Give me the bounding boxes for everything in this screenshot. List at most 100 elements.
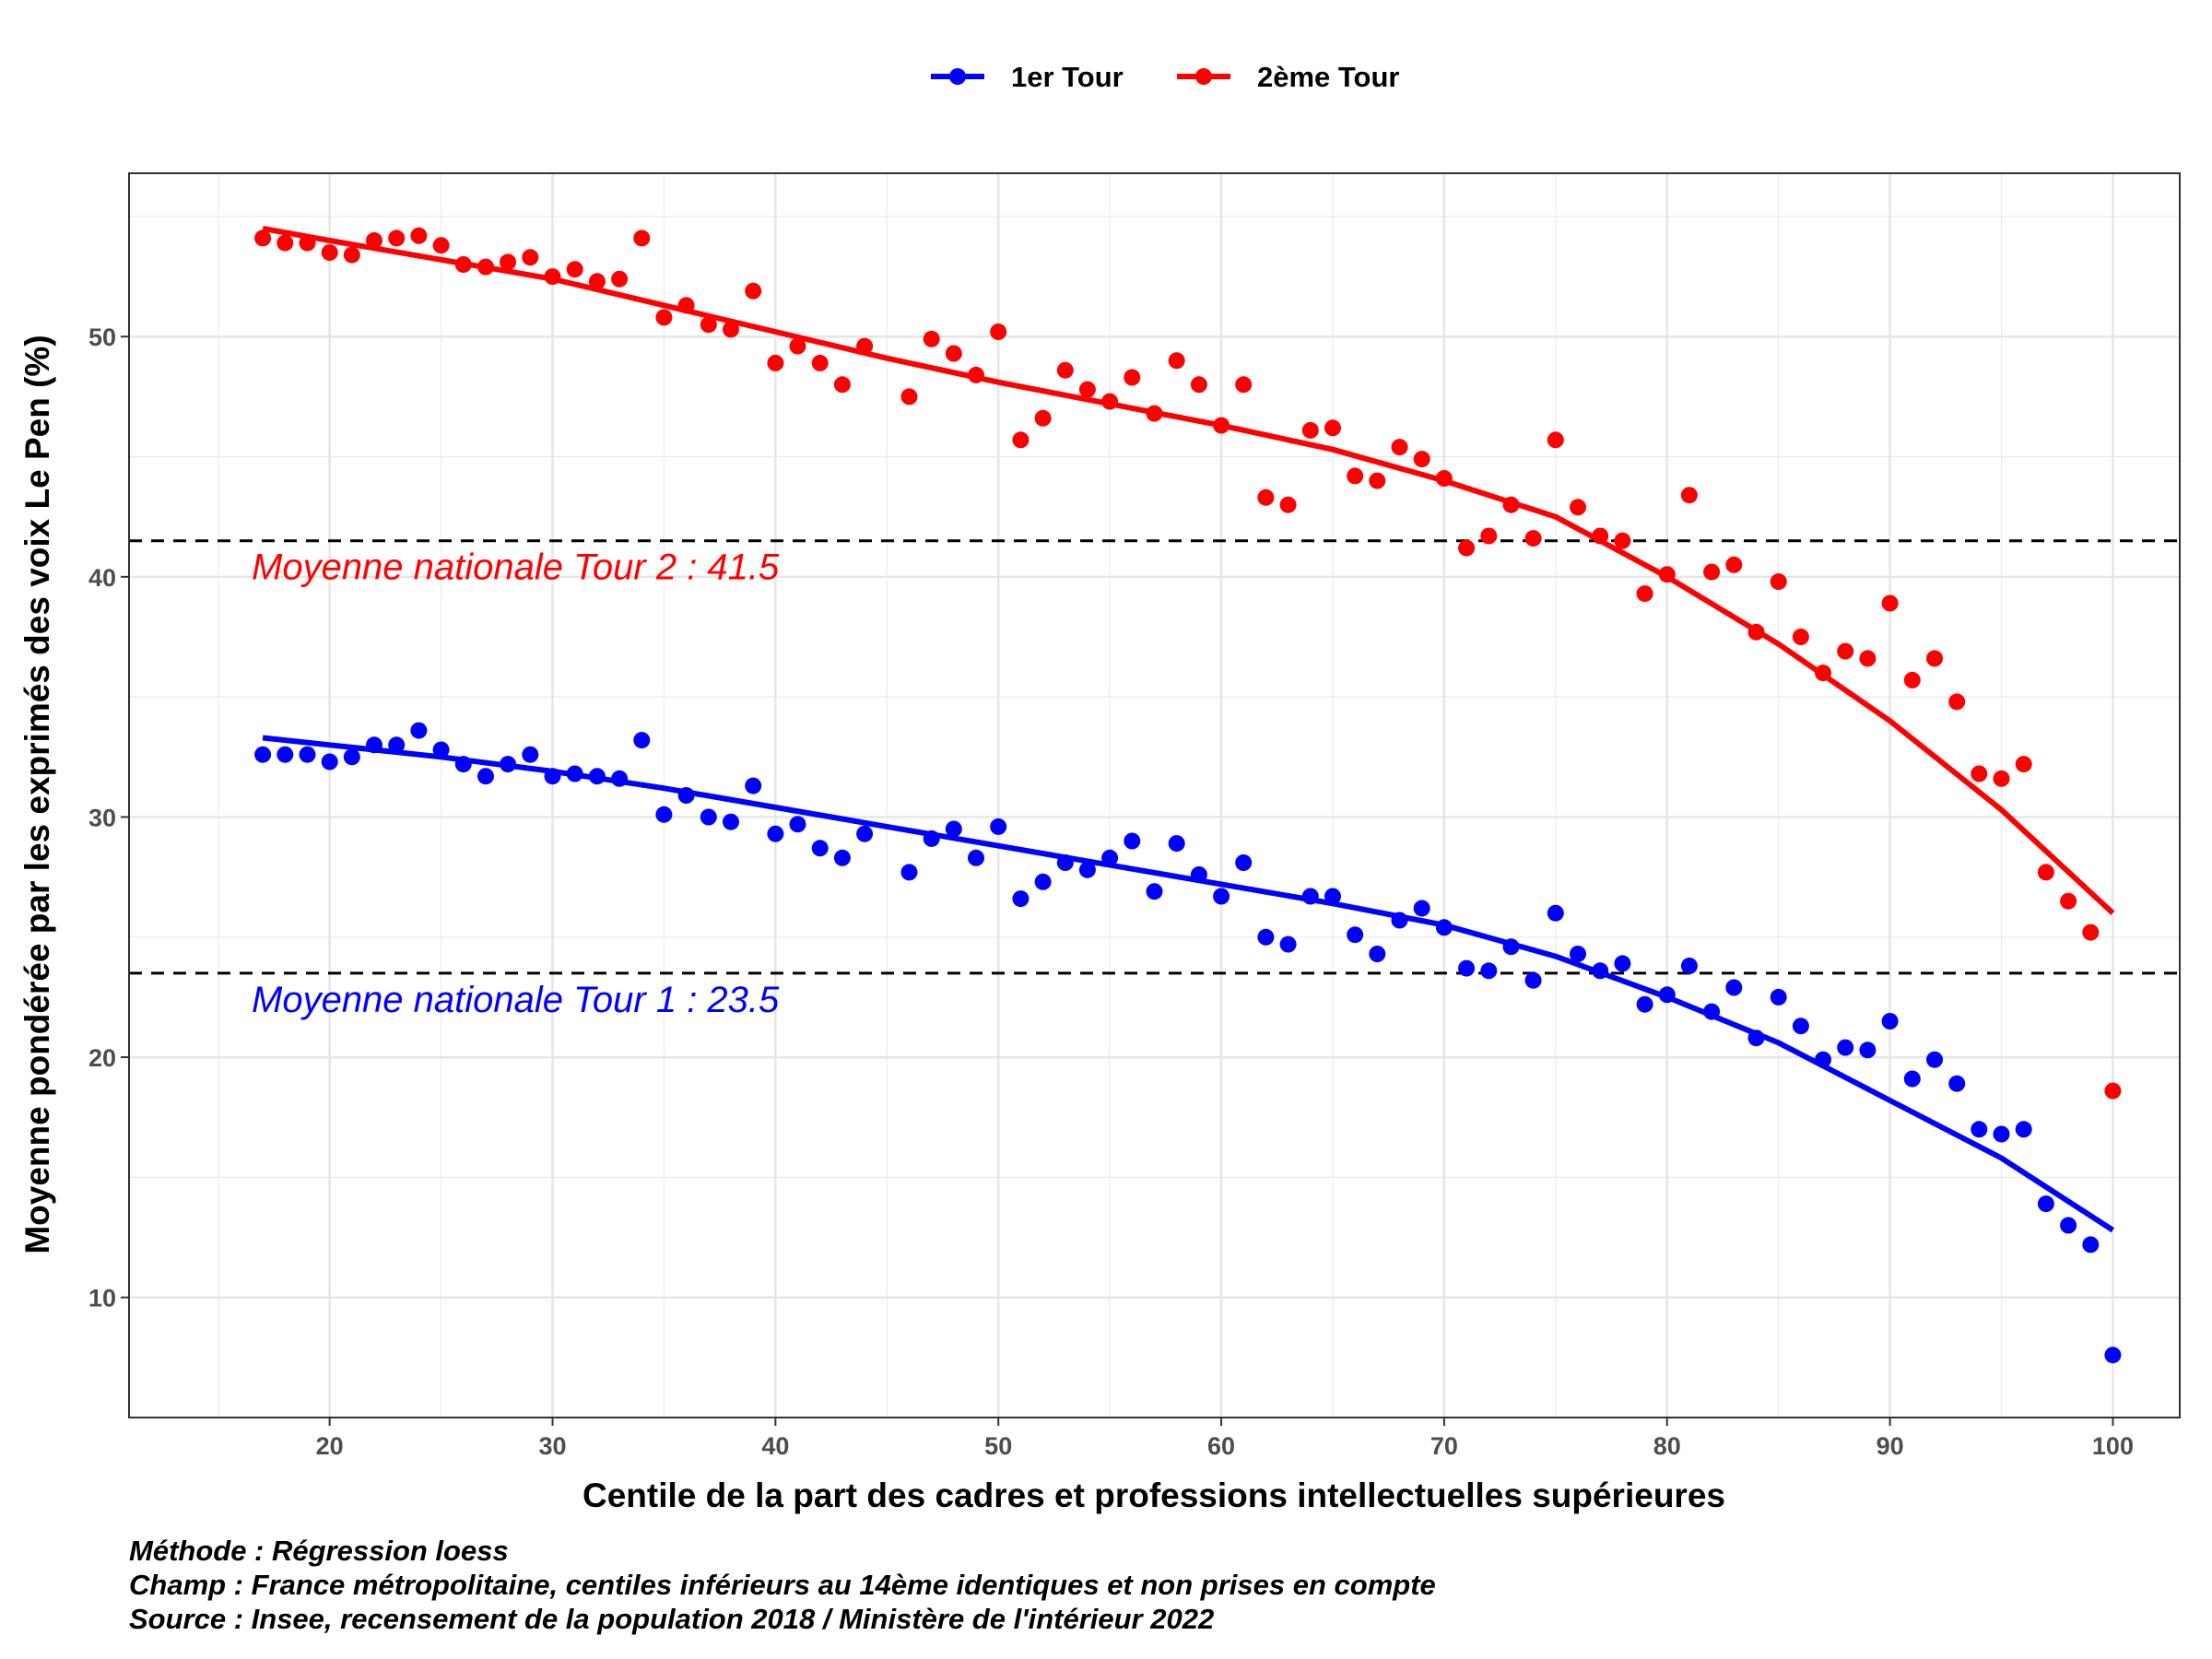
data-point	[254, 746, 272, 763]
data-point	[1034, 409, 1052, 427]
data-point	[1078, 381, 1096, 398]
loess-trend-lines	[262, 225, 2115, 1233]
data-point	[254, 229, 272, 247]
data-point	[1480, 527, 1498, 545]
data-point	[856, 825, 874, 842]
data-point	[1391, 912, 1408, 929]
data-point	[677, 787, 695, 804]
data-point	[1056, 361, 1074, 379]
data-point	[1235, 376, 1253, 394]
data-point	[276, 746, 294, 763]
data-point	[767, 825, 784, 842]
data-point	[1502, 496, 1520, 513]
data-point	[1034, 873, 1052, 890]
data-point	[1124, 369, 1141, 386]
data-point	[1614, 532, 1631, 549]
data-point	[2060, 892, 2077, 910]
data-point	[588, 273, 606, 290]
data-point	[789, 337, 806, 355]
national-average-label: Moyenne nationale Tour 1 : 23.5	[252, 980, 780, 1020]
data-point	[968, 849, 984, 866]
data-point	[1324, 419, 1341, 437]
data-point	[1747, 623, 1765, 641]
data-point	[990, 818, 1007, 835]
data-point	[1413, 900, 1430, 917]
data-point	[1770, 573, 1787, 591]
data-point	[1101, 849, 1119, 866]
data-point	[588, 768, 606, 785]
legend-key-point	[949, 68, 966, 85]
data-point	[1078, 861, 1096, 878]
data-point	[1770, 988, 1787, 1006]
data-point	[1524, 971, 1542, 989]
data-point	[1971, 765, 1988, 782]
data-point	[1101, 393, 1119, 410]
data-point	[522, 746, 539, 763]
data-point	[1301, 421, 1319, 439]
data-point	[1614, 955, 1631, 972]
data-point	[2082, 924, 2100, 941]
data-point	[1680, 487, 1698, 504]
data-point	[1324, 888, 1341, 905]
data-point	[745, 282, 762, 300]
data-point	[2104, 1082, 2122, 1100]
x-tick-label: 60	[1207, 1432, 1235, 1460]
y-tick-label: 40	[88, 564, 116, 592]
legend-key-point	[1195, 68, 1212, 85]
data-point	[1347, 926, 1364, 944]
data-point	[1926, 1051, 1943, 1068]
data-point	[1658, 986, 1676, 1004]
x-axis-ticks: 20 30 40 50 60 70 80 90 100	[316, 1418, 2134, 1460]
data-point	[923, 330, 940, 347]
data-point	[522, 249, 539, 266]
x-tick-label: 20	[316, 1432, 344, 1460]
data-point	[388, 736, 406, 754]
y-tick-label: 50	[88, 324, 116, 351]
data-point	[1257, 488, 1275, 506]
data-point	[1993, 1125, 2010, 1143]
data-point	[2104, 1347, 2122, 1364]
y-tick-label: 20	[88, 1044, 116, 1072]
caption-line: Méthode : Régression loess	[129, 1535, 509, 1567]
data-point	[1213, 417, 1230, 434]
y-axis-title: Moyenne pondérée par les exprimés des vo…	[18, 335, 56, 1253]
data-point	[745, 777, 762, 794]
data-point	[1547, 431, 1564, 449]
data-point	[432, 741, 450, 759]
data-point	[1881, 594, 1899, 612]
x-tick-label: 40	[761, 1432, 789, 1460]
data-point	[1680, 958, 1698, 974]
data-point	[900, 864, 918, 881]
data-point	[544, 768, 561, 785]
data-point	[1881, 1013, 1899, 1030]
data-point	[1859, 650, 1877, 667]
data-point	[343, 246, 360, 264]
data-point	[1658, 566, 1676, 583]
data-point	[945, 820, 962, 838]
data-point	[299, 234, 316, 252]
x-tick-label: 100	[2092, 1432, 2134, 1460]
data-point	[1570, 946, 1586, 962]
legend: 1er Tour 2ème Tour	[931, 61, 1399, 93]
data-point	[1168, 835, 1185, 853]
data-point	[276, 234, 294, 252]
data-point	[633, 732, 651, 749]
data-point	[1190, 866, 1207, 883]
data-point	[2015, 756, 2032, 773]
data-point	[454, 756, 472, 773]
data-point	[1257, 928, 1275, 946]
data-point	[321, 244, 338, 261]
caption-line: Champ : France métropolitaine, centiles …	[129, 1569, 1436, 1601]
data-point	[1301, 888, 1319, 905]
data-point	[1168, 352, 1185, 370]
x-tick-label: 80	[1653, 1432, 1681, 1460]
panel-border	[128, 172, 2181, 1418]
data-point	[1279, 935, 1297, 953]
data-point	[500, 253, 517, 271]
data-point	[968, 366, 984, 383]
data-point	[611, 770, 629, 787]
data-point	[1636, 585, 1653, 603]
major-gridlines	[129, 173, 2180, 1418]
data-point	[477, 258, 494, 276]
